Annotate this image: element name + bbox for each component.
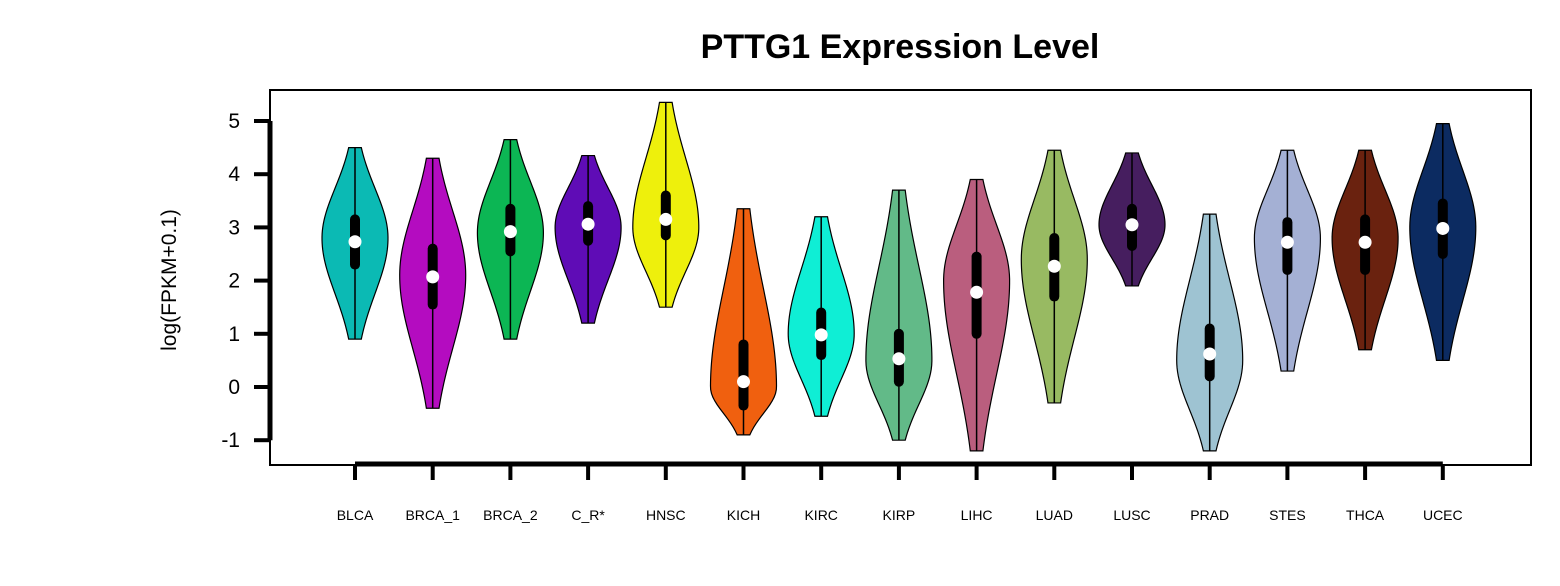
violin-median-point [1280,235,1294,249]
x-tick-label: BLCA [337,507,374,523]
violin-blca [321,147,389,340]
violin-prad [1176,213,1244,452]
y-tick-label: 0 [228,376,240,399]
chart-title: PTTG1 Expression Level [701,28,1100,66]
y-tick-label: 1 [228,323,240,346]
x-tick-label: KIRC [804,507,837,523]
violin-kirp [865,189,933,441]
violin-median-point [503,225,517,239]
x-tick-label: KIRP [883,507,916,523]
y-axis: -1 0 1 2 3 4 5 [221,110,273,452]
violin-ucec [1409,123,1477,361]
violin-median-point [970,285,984,299]
violin-stes [1253,149,1322,372]
violin-median-point [737,375,750,389]
violin-median-point [1125,218,1139,232]
y-axis-label: log(FPKM+0.1) [158,209,181,351]
y-tick-label: 4 [228,163,240,186]
violin-thca [1331,149,1399,351]
violin-kirc [787,216,855,417]
violin-median-point [1203,347,1217,361]
violin-median-point [348,235,362,249]
y-tick-label: -1 [221,429,240,452]
x-tick-label: KICH [727,507,760,523]
violin-median-point [581,217,595,231]
violin-brca-1 [399,157,467,409]
violin-lusc [1098,152,1166,287]
violin-luad [1020,149,1088,404]
y-tick-label: 2 [228,270,240,293]
x-tick-label: HNSC [646,507,686,523]
violin-median-point [1436,221,1450,235]
x-tick-label: BRCA_1 [405,507,460,523]
violin-brca-2 [476,139,545,340]
violin-c-r- [554,154,622,324]
x-tick-label: C_R* [571,507,605,523]
x-tick-label: LUAD [1036,507,1073,523]
x-axis: BLCA BRCA_1 BRCA_2 C_R* HNSC KICH KIRC KIRP LIHC… [337,461,1463,523]
violin-median-point [659,212,673,226]
x-tick-label: THCA [1346,507,1385,523]
violin-hnsc [632,101,700,308]
x-tick-label: LUSC [1113,507,1150,523]
violin-kich [709,208,778,436]
violin-median-point [1047,259,1061,273]
violin-median-point [1358,235,1372,249]
x-tick-label: STES [1269,507,1306,523]
x-tick-label: PRAD [1190,507,1229,523]
y-tick-label: 5 [228,110,240,133]
violin-median-point [892,352,906,366]
violin-lihc [943,178,1011,452]
violin-median-point [426,270,440,284]
x-tick-label: BRCA_2 [483,507,538,523]
y-tick-label: 3 [228,216,240,239]
violins [321,101,1477,452]
x-tick-label: LIHC [961,507,993,523]
violin-median-point [814,328,828,342]
x-tick-label: UCEC [1423,507,1463,523]
